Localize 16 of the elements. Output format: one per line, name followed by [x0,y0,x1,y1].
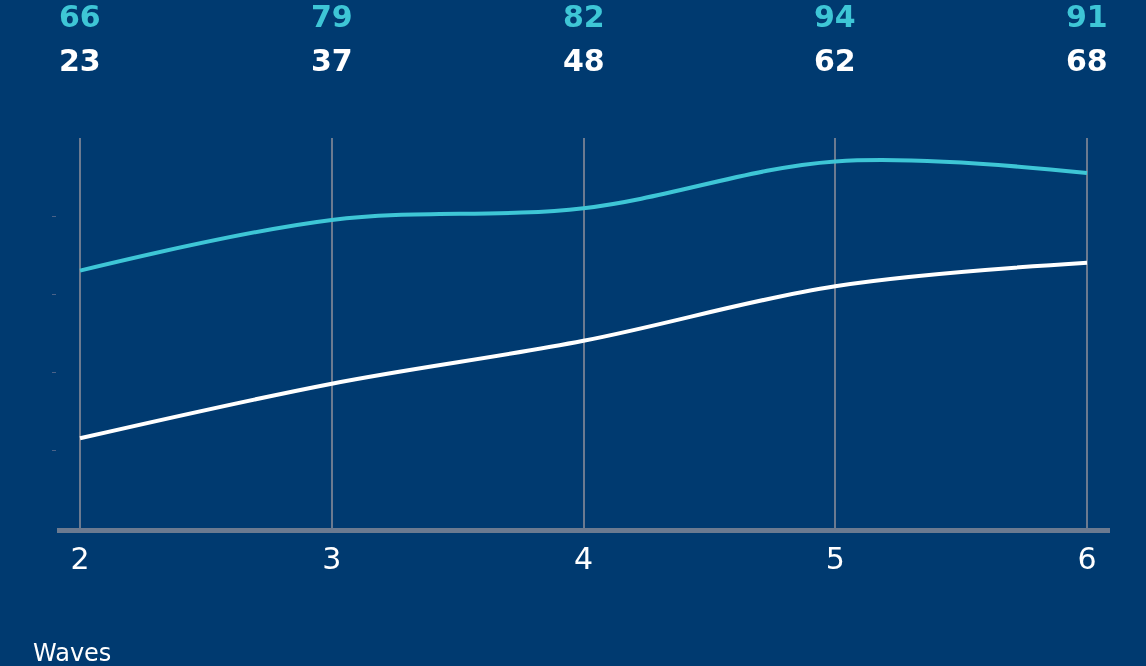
data-label: 37 [311,43,353,78]
data-label: 23 [59,43,101,78]
x-tick-label: 5 [825,541,845,576]
data-label: 68 [1066,43,1108,78]
x-tick-label: 3 [322,541,342,576]
data-label: 79 [311,0,353,34]
data-label: 91 [1066,0,1108,34]
data-label: 66 [59,0,101,34]
data-label: 62 [814,43,856,78]
x-tick-label: 4 [573,541,594,576]
x-axis-title: Waves [33,639,112,666]
x-tick-label: 2 [70,541,90,576]
x-tick-label: 6 [1077,541,1097,576]
data-label: 94 [814,0,856,34]
data-label: 82 [563,0,605,34]
data-label: 48 [563,43,605,78]
